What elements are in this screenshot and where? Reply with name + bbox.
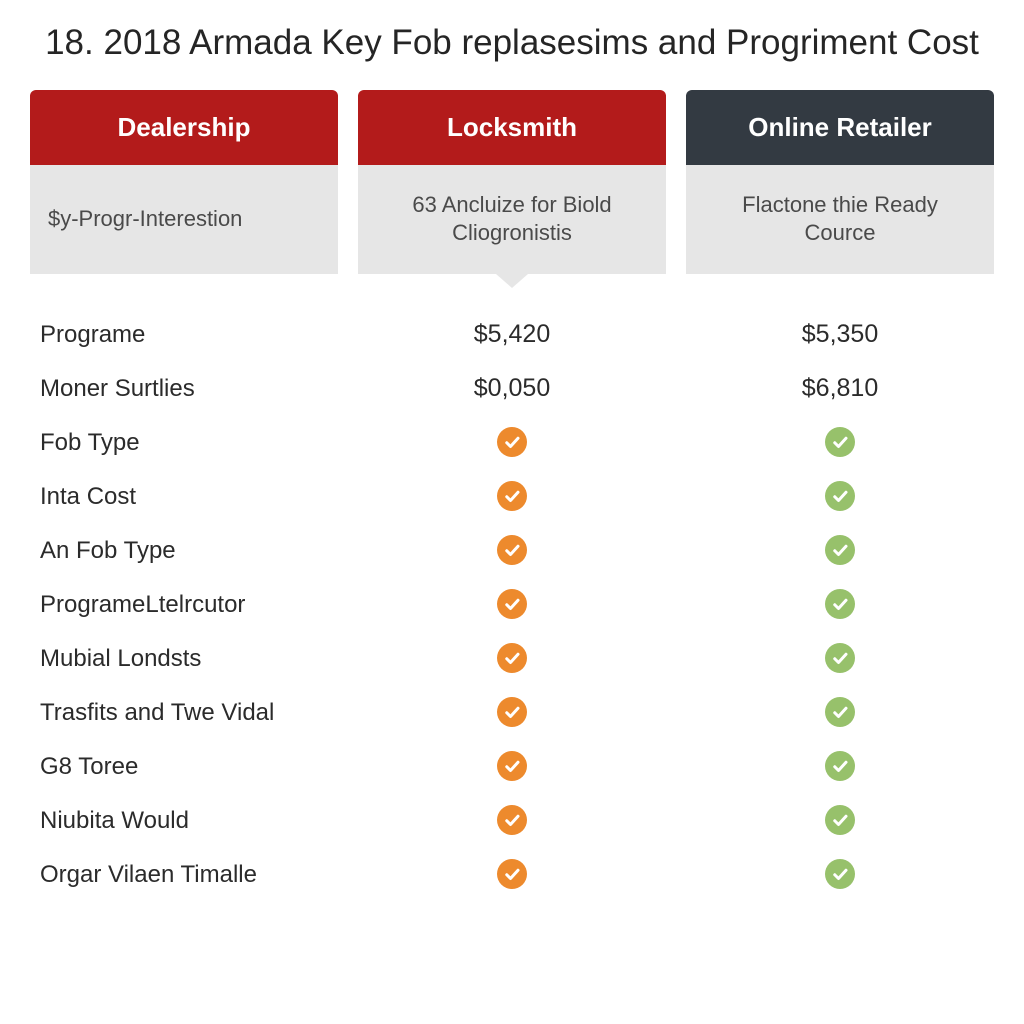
table-cell [358, 697, 666, 728]
check-icon [497, 643, 527, 673]
check-icon [497, 481, 527, 511]
table-row: Moner Surtlies $0,050 $6,810 [30, 362, 994, 416]
feature-label: Moner Surtlies [30, 375, 338, 403]
table-row: Programe $5,420 $5,350 [30, 308, 994, 362]
table-cell [686, 751, 994, 782]
table-row: ProgrameLtelrcutor [30, 578, 994, 632]
table-cell [686, 697, 994, 728]
column-subtitle-dealership: $y-Progr-Interestion [30, 165, 338, 274]
table-row: G8 Toree [30, 740, 994, 794]
check-icon [497, 859, 527, 889]
table-cell [686, 481, 994, 512]
page-title: 18. 2018 Armada Key Fob replasesims and … [30, 20, 994, 66]
table-cell [686, 643, 994, 674]
column-subtitle-locksmith: 63 Ancluize for Biold Cliogronistis [358, 165, 666, 274]
table-cell [686, 427, 994, 458]
table-cell [358, 427, 666, 458]
table-cell [686, 859, 994, 890]
check-icon [497, 751, 527, 781]
table-cell [358, 589, 666, 620]
check-icon [497, 427, 527, 457]
table-cell [358, 751, 666, 782]
check-icon [825, 427, 855, 457]
check-icon [825, 481, 855, 511]
check-icon [825, 751, 855, 781]
feature-label: Orgar Vilaen Timalle [30, 861, 338, 889]
check-icon [825, 535, 855, 565]
column-header-retailer: Online Retailer [686, 90, 994, 165]
check-icon [497, 589, 527, 619]
check-icon [825, 859, 855, 889]
column-header-dealership: Dealership [30, 90, 338, 165]
table-cell: $5,420 [358, 320, 666, 349]
comparison-headers: Dealership Locksmith Online Retailer $y-… [30, 90, 994, 274]
feature-label: Fob Type [30, 429, 338, 457]
check-icon [825, 697, 855, 727]
check-icon [497, 697, 527, 727]
table-row: An Fob Type [30, 524, 994, 578]
feature-label: G8 Toree [30, 753, 338, 781]
feature-label: An Fob Type [30, 537, 338, 565]
feature-label: Mubial Londsts [30, 645, 338, 673]
feature-label: Programe [30, 321, 338, 349]
table-row: Inta Cost [30, 470, 994, 524]
table-row: Mubial Londsts [30, 632, 994, 686]
table-cell [358, 481, 666, 512]
table-cell [358, 859, 666, 890]
feature-label: Trasfits and Twe Vidal [30, 699, 338, 727]
table-row: Fob Type [30, 416, 994, 470]
feature-label: Inta Cost [30, 483, 338, 511]
check-icon [825, 589, 855, 619]
table-cell [686, 589, 994, 620]
table-cell [358, 643, 666, 674]
column-header-locksmith: Locksmith [358, 90, 666, 165]
table-cell: $6,810 [686, 374, 994, 403]
check-icon [497, 805, 527, 835]
table-cell [686, 805, 994, 836]
table-row: Trasfits and Twe Vidal [30, 686, 994, 740]
table-cell: $5,350 [686, 320, 994, 349]
feature-label: ProgrameLtelrcutor [30, 591, 338, 619]
table-cell [686, 535, 994, 566]
check-icon [497, 535, 527, 565]
table-row: Orgar Vilaen Timalle [30, 848, 994, 902]
check-icon [825, 805, 855, 835]
table-cell: $0,050 [358, 374, 666, 403]
table-row: Niubita Would [30, 794, 994, 848]
feature-label: Niubita Would [30, 807, 338, 835]
comparison-rows: Programe $5,420 $5,350 Moner Surtlies $0,050… [30, 308, 994, 902]
table-cell [358, 805, 666, 836]
check-icon [825, 643, 855, 673]
column-subtitle-retailer: Flactone thie Ready Cource [686, 165, 994, 274]
table-cell [358, 535, 666, 566]
